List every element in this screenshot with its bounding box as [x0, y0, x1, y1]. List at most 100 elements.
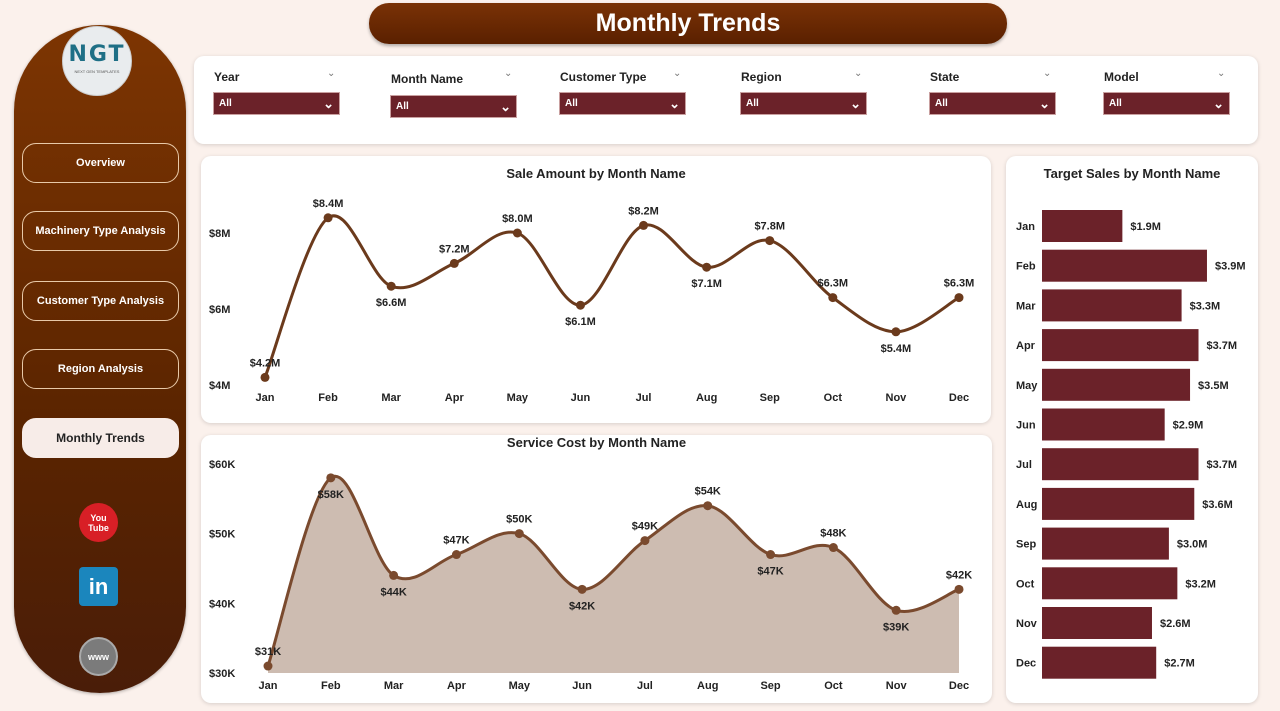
- linkedin-icon[interactable]: in: [79, 567, 118, 606]
- chevron-down-icon[interactable]: ⌄: [673, 68, 682, 79]
- y-tick-label: $60K: [209, 459, 235, 471]
- filter-dropdown[interactable]: All ⌄: [559, 92, 686, 115]
- filter-value: All: [746, 98, 759, 109]
- filter-label: State: [930, 70, 960, 84]
- y-tick-label: May: [1016, 380, 1038, 392]
- x-tick-label: Jan: [256, 392, 275, 404]
- filter-value: All: [396, 101, 409, 112]
- series-line: [263, 214, 960, 378]
- data-point: [449, 258, 459, 268]
- filter-dropdown[interactable]: All ⌄: [390, 95, 517, 118]
- data-label: $7.8M: [754, 221, 785, 233]
- data-point: [954, 293, 964, 303]
- data-label: $2.7M: [1164, 658, 1195, 670]
- bar: [1042, 368, 1191, 401]
- data-point: [828, 543, 838, 553]
- data-point: [263, 661, 273, 671]
- nav-region-analysis[interactable]: Region Analysis: [22, 349, 179, 389]
- y-tick-label: Jul: [1016, 459, 1032, 471]
- filter-dropdown[interactable]: All ⌄: [213, 92, 340, 115]
- x-tick-label: Aug: [696, 392, 717, 404]
- data-label: $1.9M: [1130, 221, 1161, 233]
- y-tick-label: Oct: [1016, 578, 1035, 590]
- y-tick-label: $4M: [209, 380, 230, 392]
- x-tick-label: Nov: [886, 680, 908, 692]
- bar: [1042, 567, 1178, 600]
- data-point: [260, 372, 270, 382]
- data-label: $3.6M: [1202, 499, 1233, 511]
- data-point: [828, 293, 838, 303]
- bar: [1042, 289, 1182, 322]
- logo-subtext: NEXT GEN TEMPLATES: [74, 69, 120, 74]
- nav-monthly-trends[interactable]: Monthly Trends: [22, 418, 179, 458]
- data-point: [765, 236, 775, 246]
- globe-icon[interactable]: www: [79, 637, 118, 676]
- data-label: $58K: [318, 489, 344, 501]
- x-tick-label: Aug: [697, 680, 718, 692]
- service-cost-area-chart: $30K $40K $50K $60K Jan Feb Mar Apr May Jun Jul Aug…: [209, 459, 972, 692]
- data-point: [514, 529, 524, 539]
- bar: [1042, 448, 1199, 481]
- data-point: [575, 300, 585, 310]
- filter-label: Region: [741, 70, 782, 84]
- x-tick-label: Dec: [949, 392, 969, 404]
- y-tick-label: Jun: [1016, 420, 1036, 432]
- x-tick-label: Apr: [445, 392, 465, 404]
- youtube-icon[interactable]: You Tube: [79, 503, 118, 542]
- data-label: $2.6M: [1160, 618, 1191, 630]
- y-tick-label: $30K: [209, 668, 235, 680]
- nav-overview[interactable]: Overview: [22, 143, 179, 183]
- bar: [1042, 607, 1152, 639]
- filter-dropdown[interactable]: All ⌄: [929, 92, 1056, 115]
- data-label: $4.2M: [250, 357, 281, 369]
- filter-dropdown[interactable]: All ⌄: [740, 92, 867, 115]
- data-point: [703, 501, 713, 511]
- data-label: $6.6M: [376, 297, 407, 309]
- data-point: [577, 584, 587, 594]
- chevron-down-icon[interactable]: ⌄: [1217, 68, 1226, 79]
- filter-label: Year: [214, 70, 240, 84]
- y-tick-label: $6M: [209, 304, 230, 316]
- bar: [1042, 487, 1195, 520]
- x-tick-label: Sep: [760, 392, 780, 404]
- chevron-down-icon[interactable]: ⌄: [504, 68, 513, 79]
- filter-panel: [194, 56, 1258, 144]
- data-label: $50K: [506, 514, 532, 526]
- data-label: $47K: [443, 535, 469, 547]
- data-point: [766, 550, 776, 560]
- bar: [1042, 408, 1165, 441]
- data-label: $42K: [569, 600, 595, 612]
- data-label: $3.2M: [1185, 578, 1216, 590]
- chevron-down-icon[interactable]: ⌄: [854, 68, 863, 79]
- nav-customer-type-analysis[interactable]: Customer Type Analysis: [22, 281, 179, 321]
- x-tick-label: Dec: [949, 680, 969, 692]
- data-point: [891, 605, 901, 615]
- x-tick-label: Sep: [760, 680, 780, 692]
- x-tick-label: Jun: [571, 392, 591, 404]
- data-label: $39K: [883, 621, 909, 633]
- data-point: [386, 281, 396, 291]
- x-tick-label: Feb: [321, 680, 341, 692]
- nav-machinery-type-analysis[interactable]: Machinery Type Analysis: [22, 211, 179, 251]
- page-title: Monthly Trends: [369, 3, 1007, 44]
- chevron-down-icon: ⌄: [669, 95, 680, 111]
- data-label: $6.3M: [944, 278, 975, 290]
- logo: NGT NEXT GEN TEMPLATES: [62, 26, 132, 96]
- chart-title: Sale Amount by Month Name: [506, 166, 686, 181]
- data-label: $47K: [757, 566, 783, 578]
- filter-label: Month Name: [391, 72, 463, 86]
- chevron-down-icon[interactable]: ⌄: [1043, 68, 1052, 79]
- data-label: $3.3M: [1190, 300, 1221, 312]
- filter-dropdown[interactable]: All ⌄: [1103, 92, 1230, 115]
- data-label: $7.1M: [691, 278, 722, 290]
- data-label: $2.9M: [1173, 420, 1204, 432]
- data-label: $8.0M: [502, 213, 533, 225]
- chevron-down-icon[interactable]: ⌄: [327, 68, 336, 79]
- y-tick-label: Sep: [1016, 539, 1036, 551]
- data-label: $44K: [380, 586, 406, 598]
- data-point: [702, 262, 712, 272]
- data-label: $3.7M: [1207, 340, 1238, 352]
- x-tick-label: Jun: [572, 680, 592, 692]
- data-label: $6.1M: [565, 316, 596, 328]
- data-label: $42K: [946, 569, 972, 581]
